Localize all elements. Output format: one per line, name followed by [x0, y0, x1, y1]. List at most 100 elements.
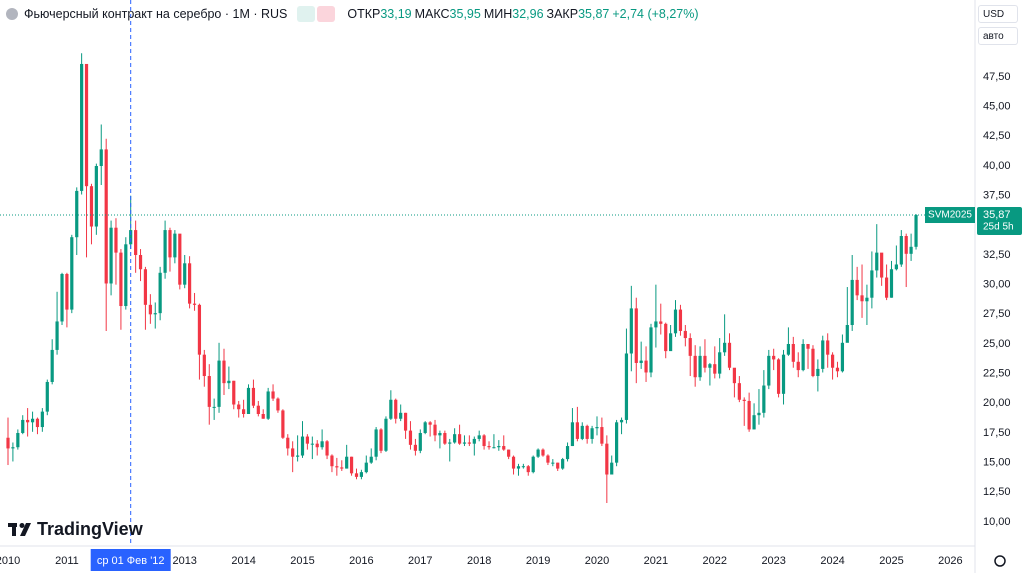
- x-tick-label: 2024: [820, 555, 844, 567]
- candle-body: [359, 472, 363, 477]
- candle-body: [821, 340, 825, 369]
- candle-body: [364, 462, 368, 473]
- candle-body: [35, 418, 40, 428]
- scale-mode-button[interactable]: авто: [978, 27, 1018, 45]
- candle-body: [556, 462, 560, 469]
- candle-body: [453, 434, 457, 443]
- candle-body: [232, 380, 236, 405]
- candle-body: [320, 441, 324, 448]
- candle-body: [752, 415, 756, 430]
- candle-body: [291, 448, 295, 457]
- candle-body: [860, 295, 864, 302]
- candle-body: [801, 343, 805, 371]
- candle-body: [835, 367, 840, 372]
- x-tick-label: 2022: [703, 555, 727, 567]
- candle-body: [354, 473, 359, 477]
- candle-body: [683, 330, 687, 339]
- candle-body: [796, 361, 800, 371]
- candle-body: [251, 387, 256, 406]
- candle-body: [644, 360, 648, 373]
- candle-body: [767, 355, 771, 386]
- candle-body: [875, 252, 879, 271]
- candle-body: [94, 166, 98, 227]
- candle-body: [884, 277, 889, 298]
- candle-body: [300, 436, 305, 456]
- settings-icon[interactable]: [994, 555, 1006, 567]
- y-tick-label: 40,00: [983, 160, 1011, 172]
- x-tick-label: 2011: [55, 555, 79, 567]
- candle-body: [242, 409, 246, 415]
- candle-body: [914, 215, 918, 247]
- logo: TradingView: [8, 519, 144, 539]
- candle-body: [173, 233, 177, 258]
- candle-body: [227, 380, 231, 384]
- candle-body: [286, 437, 290, 449]
- candle-body: [659, 321, 663, 324]
- ohlc-value: 35,95: [449, 7, 481, 21]
- status-badge[interactable]: [297, 6, 316, 22]
- candle-body: [511, 456, 516, 469]
- candle-body: [816, 368, 820, 377]
- candle-body: [531, 456, 535, 473]
- y-tick-label: 25,00: [983, 338, 1011, 350]
- candle-body: [276, 398, 280, 411]
- candle-body: [30, 418, 35, 423]
- candle-body: [271, 391, 275, 399]
- candle-body: [40, 411, 44, 428]
- candle-body: [418, 432, 422, 451]
- candle-body: [904, 236, 908, 254]
- candle-body: [894, 264, 898, 270]
- candle-body: [11, 447, 15, 449]
- candle-body: [521, 466, 525, 468]
- candle-body: [143, 269, 148, 305]
- candle-body: [197, 304, 202, 355]
- candle-body: [168, 230, 172, 258]
- candle-body: [187, 263, 192, 304]
- candle-body: [477, 435, 481, 439]
- candle-body: [830, 354, 835, 368]
- candle-body: [737, 383, 741, 400]
- ohlc-label: ОТКР: [347, 7, 381, 21]
- x-tick-label: 2017: [408, 555, 432, 567]
- header: Фьючерсный контракт на серебро · 1M · RU…: [0, 0, 702, 28]
- candle-body: [723, 342, 727, 353]
- candle-body: [423, 422, 427, 433]
- candle-body: [870, 270, 874, 298]
- candle-body: [526, 466, 530, 473]
- currency-button[interactable]: USD: [978, 5, 1018, 23]
- candle-body: [104, 149, 108, 284]
- candle-body: [315, 443, 319, 448]
- candle-body: [791, 343, 795, 362]
- candle-body: [757, 412, 761, 416]
- candle-body: [507, 449, 511, 457]
- candle-body: [909, 246, 913, 254]
- y-tick-label: 47,50: [983, 71, 1011, 83]
- candle-body: [330, 455, 334, 467]
- candle-body: [575, 422, 579, 439]
- candle-body: [762, 385, 766, 413]
- candle-body: [845, 325, 849, 343]
- x-tick-label: 2018: [467, 555, 491, 567]
- candle-body: [84, 63, 89, 187]
- candle-body: [217, 360, 221, 407]
- candle-body: [153, 313, 157, 315]
- x-tick-label: 2010: [0, 555, 20, 567]
- ohlc-value: 35,87: [578, 7, 610, 21]
- candle-body: [786, 343, 791, 355]
- candle-body: [497, 446, 501, 448]
- crosshair-label-bg: [90, 549, 171, 571]
- candle-body: [21, 419, 25, 433]
- logo-icon: [19, 523, 25, 528]
- candle-body: [840, 342, 845, 372]
- x-tick-label: 2013: [172, 555, 196, 567]
- status-badge[interactable]: [317, 6, 336, 22]
- candle-body: [561, 459, 565, 469]
- symbol-icon: [6, 8, 18, 20]
- candle-body: [806, 343, 810, 349]
- candle-body: [732, 367, 737, 384]
- y-tick-label: 15,00: [983, 457, 1011, 469]
- candle-body: [138, 254, 143, 270]
- candle-body: [688, 338, 692, 356]
- candle-body: [487, 446, 491, 448]
- candle-body: [551, 462, 555, 464]
